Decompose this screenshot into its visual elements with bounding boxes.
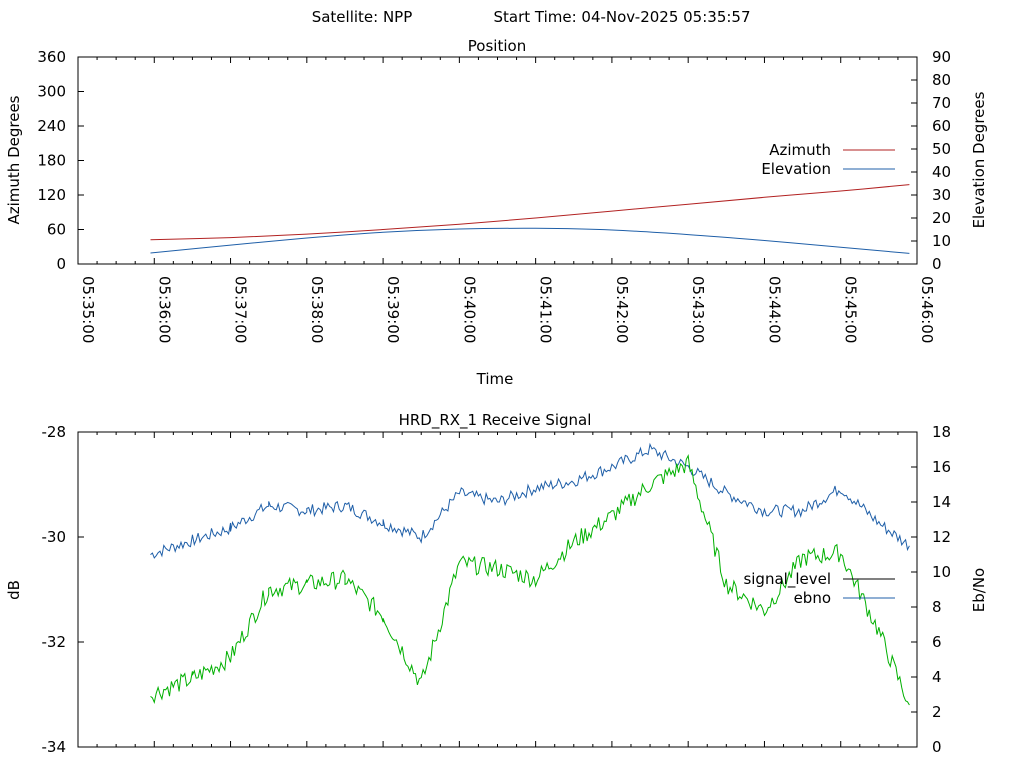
position-xlabel: Time — [476, 370, 514, 388]
x-tick-label: 05:42:00 — [613, 276, 631, 343]
y-tick-label: 0 — [56, 255, 66, 273]
y-tick-label: 60 — [47, 221, 66, 239]
series-line-elevation — [150, 227, 910, 254]
y-tick-label: -30 — [42, 528, 67, 546]
receive-signal-y2label: Eb/No — [970, 568, 988, 612]
y2-tick-label: 14 — [932, 493, 951, 511]
y2-tick-label: 30 — [932, 186, 951, 204]
position-y2label: Elevation Degrees — [970, 91, 988, 228]
x-tick-label: 05:41:00 — [537, 276, 555, 343]
y2-tick-label: 50 — [932, 140, 951, 158]
series-line-azimuth — [150, 184, 910, 241]
y2-tick-label: 8 — [932, 598, 942, 616]
x-tick-label: 05:44:00 — [765, 276, 783, 343]
series-line-ebno — [150, 442, 910, 559]
x-tick-label: 05:40:00 — [460, 276, 478, 343]
x-tick-label: 05:43:00 — [689, 276, 707, 343]
receive-signal-ylabel: dB — [5, 580, 23, 600]
y2-tick-label: 6 — [932, 633, 942, 651]
position-ylabel: Azimuth Degrees — [5, 95, 23, 224]
y-tick-label: 240 — [37, 117, 66, 135]
y-tick-label: -34 — [42, 738, 67, 756]
x-tick-label: 05:35:00 — [79, 276, 97, 343]
legend-label-signal-level: signal_level — [743, 570, 831, 589]
y2-tick-label: 0 — [932, 255, 942, 273]
y-tick-label: -32 — [42, 633, 67, 651]
position-title: Position — [468, 37, 526, 55]
y-tick-label: 120 — [37, 186, 66, 204]
x-tick-label: 05:36:00 — [155, 276, 173, 343]
y-tick-label: 360 — [37, 48, 66, 66]
y2-tick-label: 20 — [932, 209, 951, 227]
header-start-time: Start Time: 04-Nov-2025 05:35:57 — [493, 8, 750, 26]
y2-tick-label: 40 — [932, 163, 951, 181]
position-chart: Position Azimuth Degrees Elevation Degre… — [5, 37, 988, 388]
x-tick-label: 05:45:00 — [842, 276, 860, 343]
receive-signal-chart: HRD_RX_1 Receive Signal dB Eb/No -28 -30 -… — [5, 411, 988, 756]
y2-tick-label: 90 — [932, 48, 951, 66]
receive-signal-plot-frame — [77, 431, 918, 748]
legend-label-azimuth: Azimuth — [769, 141, 831, 159]
y-tick-label: 300 — [37, 83, 66, 101]
y2-tick-label: 4 — [932, 668, 942, 686]
y-tick-label: 180 — [37, 152, 66, 170]
x-tick-label: 05:39:00 — [384, 276, 402, 343]
y2-tick-label: 0 — [932, 738, 942, 756]
x-tick-label: 05:38:00 — [308, 276, 326, 343]
legend-label-ebno: ebno — [794, 589, 831, 607]
y2-tick-label: 10 — [932, 232, 951, 250]
y2-tick-label: 16 — [932, 458, 951, 476]
y2-tick-label: 80 — [932, 71, 951, 89]
x-tick-label: 05:46:00 — [918, 276, 936, 343]
x-tick-label: 05:37:00 — [232, 276, 250, 343]
y2-tick-label: 18 — [932, 423, 951, 441]
y2-tick-label: 70 — [932, 94, 951, 112]
y2-tick-label: 10 — [932, 563, 951, 581]
y-tick-label: -28 — [42, 423, 67, 441]
y2-tick-label: 2 — [932, 703, 942, 721]
y2-tick-label: 60 — [932, 117, 951, 135]
receive-signal-title: HRD_RX_1 Receive Signal — [399, 411, 592, 430]
header-satellite: Satellite: NPP — [312, 8, 413, 26]
y2-tick-label: 12 — [932, 528, 951, 546]
series-line-signal-level-trace — [150, 454, 910, 706]
legend-label-elevation: Elevation — [761, 160, 831, 178]
